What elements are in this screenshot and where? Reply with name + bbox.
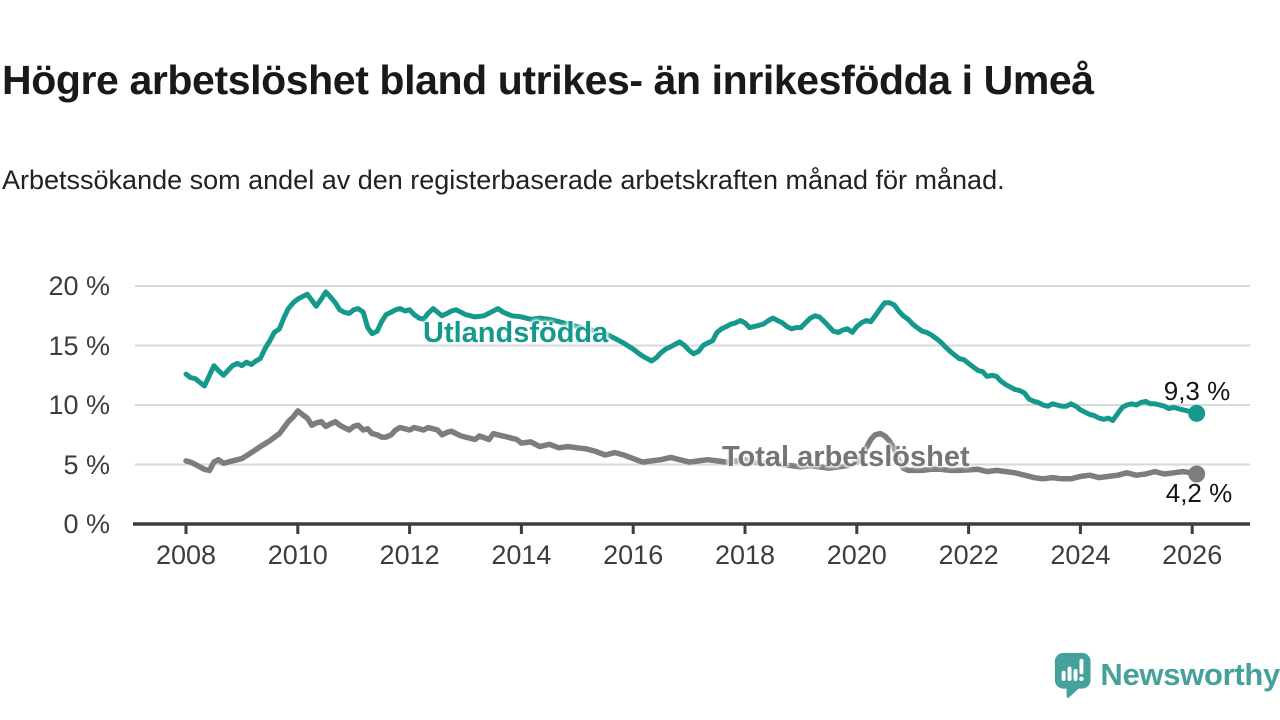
y-axis-label: 5 % [63, 449, 110, 480]
x-axis-label: 2020 [826, 540, 887, 570]
chart-title: Högre arbetslöshet bland utrikes- än inr… [2, 57, 1094, 104]
brand-name: Newsworthy [1100, 657, 1280, 692]
chart-subtitle: Arbetssökande som andel av den registerb… [2, 165, 1005, 195]
y-axis-label: 10 % [48, 390, 110, 420]
x-axis-label: 2016 [603, 540, 664, 570]
series-endpoint-dot [1188, 404, 1206, 422]
series-endpoint-dot [1188, 465, 1206, 483]
value-label-utlandsfodda: 9,3 % [1163, 376, 1231, 406]
x-axis-label: 2026 [1162, 540, 1223, 570]
newsworthy-logo: Newsworthy [1054, 646, 1280, 704]
series-label-utlandsfodda: Utlandsfödda [423, 317, 609, 349]
x-axis-label: 2008 [155, 540, 217, 570]
x-axis-label: 2012 [379, 540, 440, 570]
y-axis-label: 15 % [48, 330, 110, 361]
series-line-utlandsfodda [183, 289, 1200, 423]
y-axis-label: 0 % [63, 509, 110, 539]
x-axis-label: 2022 [938, 540, 999, 570]
series-label-total: Total arbetslöshet [722, 441, 970, 473]
x-axis-label: 2018 [714, 540, 776, 570]
x-axis-label: 2010 [267, 540, 328, 570]
series-line-total [183, 408, 1200, 482]
x-axis-label: 2014 [491, 540, 552, 570]
x-axis-label: 2024 [1050, 540, 1111, 570]
value-label-total: 4,2 % [1165, 478, 1233, 508]
newsworthy-bubble-chart-icon [1054, 652, 1091, 698]
y-axis-label: 20 % [48, 271, 110, 301]
